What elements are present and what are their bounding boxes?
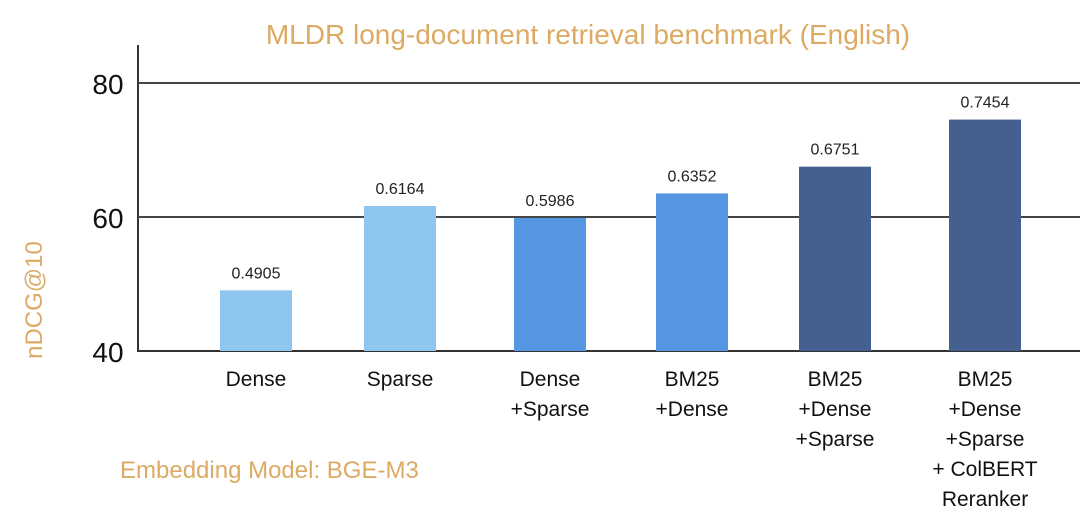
data-label: 0.4905: [232, 265, 281, 282]
bar: [949, 119, 1021, 351]
y-axis-label: nDCG@10: [21, 241, 48, 359]
x-tick-label: Dense +Sparse: [511, 368, 590, 421]
y-tick-label: 40: [92, 337, 123, 368]
bar: [220, 290, 292, 351]
data-label: 0.7454: [961, 95, 1010, 112]
chart-title: MLDR long-document retrieval benchmark (…: [266, 19, 910, 50]
data-label: 0.6751: [811, 142, 860, 159]
annotation-embedding-model: Embedding Model: BGE-M3: [120, 457, 419, 484]
data-label: 0.5986: [526, 193, 575, 210]
data-label: 0.6164: [376, 181, 425, 198]
bar: [799, 166, 871, 351]
y-tick-label: 80: [92, 69, 123, 100]
x-tick-label: BM25 +Dense: [656, 368, 729, 421]
x-tick-label: Sparse: [367, 368, 434, 391]
bar: [656, 193, 728, 351]
x-tick-label: BM25 +Dense +Sparse: [796, 368, 875, 451]
y-tick-label: 60: [92, 203, 123, 234]
bar: [364, 206, 436, 351]
x-tick-label: BM25 +Dense +Sparse + ColBERT Reranker: [932, 368, 1037, 511]
data-label: 0.6352: [668, 168, 717, 185]
x-tick-label: Dense: [226, 368, 287, 391]
bar: [514, 217, 586, 351]
